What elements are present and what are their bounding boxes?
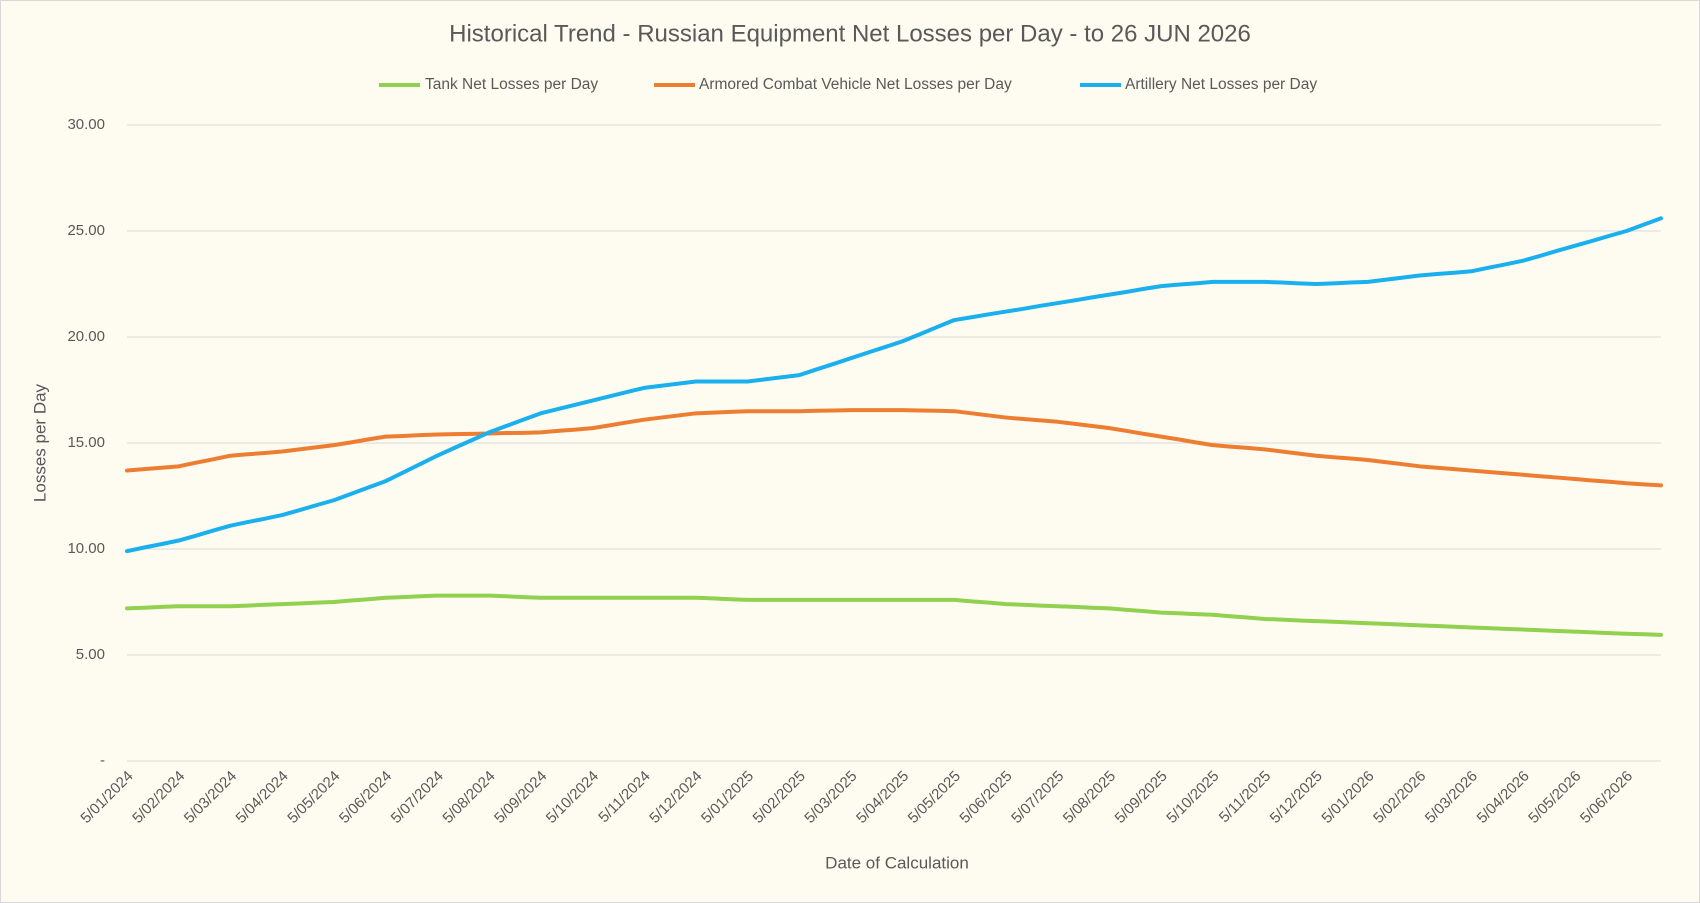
series-line bbox=[125, 593, 1663, 637]
y-tick-label: 30.00 bbox=[67, 116, 105, 133]
y-axis-title: Losses per Day bbox=[30, 383, 49, 502]
y-tick-label: - bbox=[100, 752, 105, 769]
series-line bbox=[125, 408, 1663, 488]
series-line bbox=[125, 216, 1663, 554]
chart-title: Historical Trend - Russian Equipment Net… bbox=[449, 20, 1251, 47]
y-tick-label: 25.00 bbox=[67, 222, 105, 239]
y-tick-label: 5.00 bbox=[76, 646, 105, 663]
legend-label: Tank Net Losses per Day bbox=[425, 76, 598, 93]
y-tick-label: 15.00 bbox=[67, 434, 105, 451]
x-axis-title: Date of Calculation bbox=[825, 853, 969, 872]
y-tick-label: 20.00 bbox=[67, 328, 105, 345]
y-tick-label: 10.00 bbox=[67, 540, 105, 557]
legend-label: Artillery Net Losses per Day bbox=[1125, 76, 1317, 93]
legend-label: Armored Combat Vehicle Net Losses per Da… bbox=[699, 76, 1012, 93]
